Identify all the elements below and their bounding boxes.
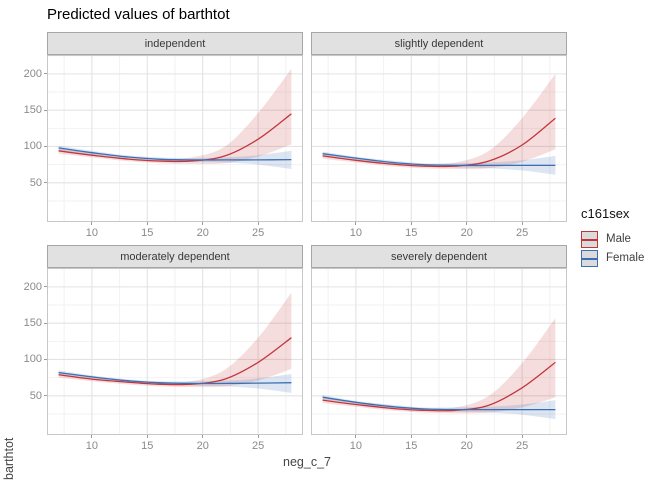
y-tick-label: 100	[23, 140, 42, 153]
x-tick-label: 25	[251, 440, 265, 452]
legend-key-female	[581, 249, 598, 267]
facet-strip: severely dependent	[311, 245, 567, 268]
x-tick-label: 20	[460, 227, 473, 239]
y-axis-tick	[44, 73, 47, 75]
plot-title: Predicted values of barthtot	[47, 6, 230, 23]
x-tick-label: 25	[515, 440, 529, 452]
x-tick-label: 10	[349, 440, 362, 452]
x-tick-label: 20	[196, 227, 209, 239]
legend-label-male: Male	[606, 233, 631, 245]
legend-key-line	[582, 238, 597, 241]
legend-title: c161sex	[581, 206, 630, 221]
y-tick-label: 50	[29, 389, 42, 402]
facet-cell-slightly-dependent: slightly dependent	[311, 32, 567, 222]
facet-strip-label: severely dependent	[390, 250, 487, 263]
facet-strip-label: moderately dependent	[120, 250, 230, 263]
legend-key-line	[582, 257, 597, 260]
y-axis-tick	[44, 109, 47, 111]
x-axis-tick	[257, 435, 259, 438]
x-tick-label: 15	[405, 227, 418, 239]
x-tick-label: 20	[460, 440, 473, 452]
facet-panel-severely-dependent	[311, 268, 567, 435]
legend-label-female: Female	[606, 252, 645, 264]
facet-panel-moderately-dependent	[47, 268, 303, 435]
x-axis-tick	[202, 435, 204, 438]
y-tick-label: 50	[29, 176, 42, 189]
x-axis-tick	[466, 222, 468, 225]
facet-cell-moderately-dependent: moderately dependent	[47, 245, 303, 435]
x-axis-tick	[257, 222, 259, 225]
legend: c161sex Male Female	[581, 206, 644, 268]
x-axis-title: neg_c_7	[283, 455, 331, 469]
y-tick-label: 100	[23, 353, 42, 366]
y-tick-label: 200	[23, 67, 42, 80]
x-tick-label: 25	[251, 227, 265, 239]
x-tick-label: 20	[196, 440, 209, 452]
x-axis-tick	[355, 222, 357, 225]
y-axis-tick	[44, 395, 47, 397]
x-axis-tick	[91, 222, 93, 225]
facet-panel-slightly-dependent	[311, 55, 567, 222]
x-axis-tick	[410, 435, 412, 438]
legend-item-male: Male	[581, 230, 644, 248]
x-tick-label: 15	[141, 440, 154, 452]
x-axis-tick	[91, 435, 93, 438]
facet-strip-label: slightly dependent	[394, 37, 484, 50]
y-axis-tick	[44, 145, 47, 147]
x-axis-tick	[202, 222, 204, 225]
x-tick-label: 10	[85, 440, 98, 452]
y-axis-tick	[44, 322, 47, 324]
facet-panel-independent	[47, 55, 303, 222]
legend-item-female: Female	[581, 249, 644, 267]
facet-strip: slightly dependent	[311, 32, 567, 55]
x-axis-tick	[410, 222, 412, 225]
x-axis-tick	[355, 435, 357, 438]
x-axis-tick	[466, 435, 468, 438]
x-axis-tick	[521, 222, 523, 225]
y-tick-label: 200	[23, 280, 42, 293]
facet-strip: independent	[47, 32, 303, 55]
x-tick-label: 10	[349, 227, 362, 239]
x-axis-tick	[521, 435, 523, 438]
legend-key-male	[581, 230, 598, 248]
y-axis-tick	[44, 182, 47, 184]
x-tick-label: 15	[141, 227, 154, 239]
x-tick-label: 10	[85, 227, 98, 239]
x-axis-tick	[146, 222, 148, 225]
facet-cell-independent: independent	[47, 32, 303, 222]
x-tick-label: 15	[405, 440, 418, 452]
y-axis-tick	[44, 358, 47, 360]
facet-strip-label: independent	[144, 37, 206, 50]
y-tick-label: 150	[23, 317, 42, 330]
y-axis-tick	[44, 286, 47, 288]
y-tick-label: 150	[23, 104, 42, 117]
facet-cell-severely-dependent: severely dependent	[311, 245, 567, 435]
facet-strip: moderately dependent	[47, 245, 303, 268]
x-axis-tick	[146, 435, 148, 438]
x-tick-label: 25	[515, 227, 529, 239]
